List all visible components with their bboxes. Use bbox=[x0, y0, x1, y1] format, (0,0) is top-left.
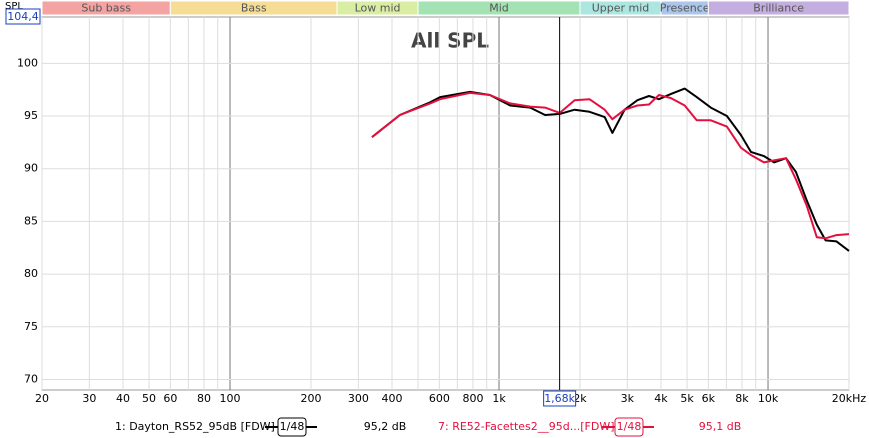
legend-smoothing: 1/48 bbox=[617, 420, 642, 433]
x-tick-label: 60 bbox=[163, 392, 177, 405]
y-tick-box bbox=[5, 8, 41, 25]
y-tick-label: 100 bbox=[17, 56, 38, 69]
band-label: Bass bbox=[241, 2, 267, 15]
y-tick-label: 85 bbox=[24, 214, 38, 227]
x-tick-label: 50 bbox=[142, 392, 156, 405]
x-tick-label: 600 bbox=[429, 392, 450, 405]
x-tick-label: 20kHz bbox=[832, 392, 867, 405]
legend-smoothing: 1/48 bbox=[280, 420, 305, 433]
legend-name: 7: RE52-Facettes2__95d...[FDW] bbox=[438, 420, 614, 433]
legend-readout: 95,1 dB bbox=[699, 420, 742, 433]
y-tick-label: 70 bbox=[24, 372, 38, 385]
band-label: Mid bbox=[489, 2, 509, 15]
x-tick-label: 2k bbox=[573, 392, 587, 405]
y-tick-label: 95 bbox=[24, 109, 38, 122]
band-label: Upper mid bbox=[592, 2, 650, 15]
x-tick-label: 1k bbox=[492, 392, 506, 405]
x-tick-label: 300 bbox=[348, 392, 369, 405]
x-tick-label: 800 bbox=[462, 392, 483, 405]
legend-smoothing-box bbox=[614, 417, 644, 437]
x-tick-label: 3k bbox=[621, 392, 635, 405]
y-axis-label: SPL bbox=[5, 1, 23, 12]
legend-readout: 95,2 dB bbox=[364, 420, 407, 433]
x-tick-label: 100 bbox=[220, 392, 241, 405]
x-tick-label: 80 bbox=[197, 392, 211, 405]
y-tick-label: 90 bbox=[24, 162, 38, 175]
band-label: Sub bass bbox=[81, 2, 131, 15]
cursor-label: 1,68k bbox=[544, 392, 575, 405]
x-tick-label: 8k bbox=[735, 392, 749, 405]
band bbox=[707, 0, 850, 16]
y-tick-label: 75 bbox=[24, 320, 38, 333]
band-label: Low mid bbox=[355, 2, 401, 15]
band-label: Presence bbox=[660, 2, 710, 15]
legend-smoothing-box bbox=[277, 417, 307, 437]
x-tick-label: 200 bbox=[301, 392, 322, 405]
x-tick-label: 10k bbox=[758, 392, 779, 405]
x-tick-label: 30 bbox=[82, 392, 96, 405]
x-tick-label: 40 bbox=[116, 392, 130, 405]
legend-name: 1: Dayton_RS52_95dB [FDW] bbox=[115, 420, 275, 433]
x-tick-label: 5k bbox=[680, 392, 694, 405]
x-tick-label: 4k bbox=[654, 392, 668, 405]
band-label: Brilliance bbox=[753, 2, 804, 15]
x-tick-label: 400 bbox=[381, 392, 402, 405]
plot-area bbox=[41, 16, 850, 391]
y-tick-label: 80 bbox=[24, 267, 38, 280]
chart-title: All SPL bbox=[411, 29, 489, 53]
series-line bbox=[371, 91, 850, 240]
x-tick-label: 20 bbox=[35, 392, 49, 405]
y-tick-label: 104,4 bbox=[7, 10, 39, 23]
x-tick-label: 6k bbox=[702, 392, 716, 405]
cursor-box bbox=[543, 390, 577, 407]
